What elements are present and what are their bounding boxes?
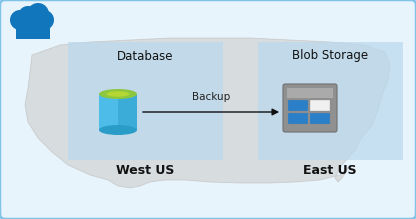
Circle shape [10, 10, 30, 30]
Bar [288, 113, 308, 124]
Text: West US: West US [116, 164, 174, 177]
Ellipse shape [99, 89, 137, 99]
Text: East US: East US [303, 164, 357, 177]
Bar [99, 94, 137, 130]
Bar [118, 94, 137, 130]
Text: Database: Database [117, 49, 173, 62]
Circle shape [18, 11, 46, 39]
Ellipse shape [99, 125, 137, 135]
Bar [310, 100, 330, 111]
Bar [16, 22, 50, 39]
Bar [287, 88, 333, 98]
Bar [310, 113, 330, 124]
FancyBboxPatch shape [283, 84, 337, 132]
Text: Blob Storage: Blob Storage [292, 49, 368, 62]
Text: Backup: Backup [192, 92, 230, 102]
Bar [288, 100, 308, 111]
Circle shape [27, 3, 49, 25]
Circle shape [34, 10, 54, 30]
Polygon shape [25, 38, 390, 188]
Bar [258, 42, 403, 160]
Ellipse shape [106, 91, 129, 97]
Circle shape [18, 6, 38, 26]
Bar [68, 42, 223, 160]
